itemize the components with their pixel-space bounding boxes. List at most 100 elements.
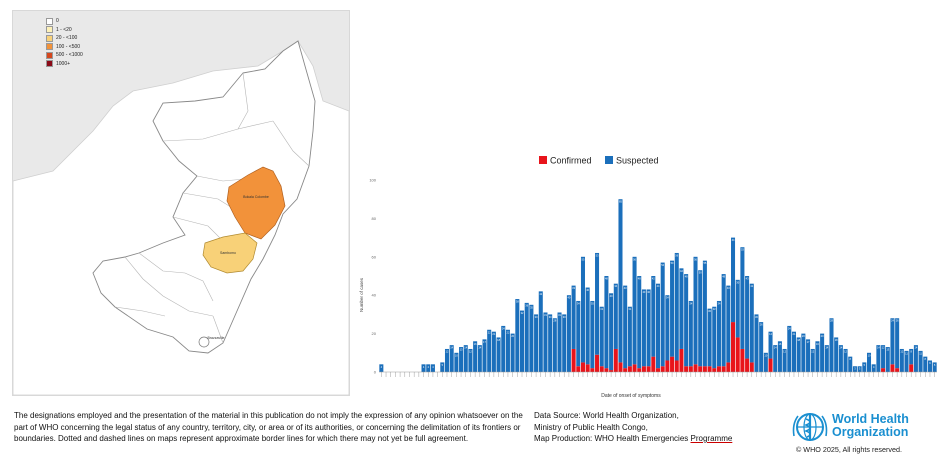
bar-data-label: 18 [835,338,838,342]
y-tick-label: 0 [374,370,377,375]
bar-suspected [552,318,557,372]
bar-suspected [745,276,750,359]
bar-data-label: 40 [642,290,645,294]
bar-suspected [454,352,459,372]
bar-suspected [379,364,384,372]
bar-data-label: 12 [900,349,903,353]
legend-swatch [46,17,53,25]
bar-suspected [637,276,642,369]
bar-data-label: 8 [850,357,852,361]
legend-swatch [46,60,53,68]
bar-data-label: 20 [802,334,805,338]
bar-data-label: 12 [844,349,847,353]
bar-confirmed [679,348,684,372]
bar-suspected [684,274,689,367]
bar-suspected [473,341,478,372]
bar-data-label: 8 [910,349,912,353]
bar-suspected [449,345,454,372]
bar-suspected [477,345,482,372]
bar-data-label: 17 [807,340,810,344]
bar-suspected [679,268,684,349]
bar-confirmed [670,356,675,372]
bar-confirmed [726,362,731,372]
bar-data-label: 50 [699,271,702,275]
bar-data-label: 50 [671,261,674,265]
bar-data-label: 5 [864,363,866,367]
bar-suspected [534,314,539,372]
legend-item: 500 - <1000 [46,51,83,60]
bar-data-label: 6 [929,361,931,365]
bar-confirmed [731,322,736,372]
bar-data-label: 28 [830,319,833,323]
congo-country-outline [92,40,316,354]
bar-suspected [721,274,726,367]
bar-suspected [712,306,717,369]
who-brand-line: World Health [832,412,909,426]
bar-suspected [440,362,445,372]
bar-suspected [768,331,773,359]
bar-confirmed [702,366,707,372]
bar-suspected [641,289,646,367]
bar-data-label: 30 [736,280,739,284]
bar-data-label: 53 [596,253,599,257]
y-axis-label: Number of cases [359,277,364,312]
bar-data-label: 43 [746,277,749,281]
bar-data-label: 44 [657,284,660,288]
bar-suspected [740,247,745,349]
who-emblem-icon [792,413,828,441]
bar-suspected [468,348,473,372]
bar-data-label: 20 [821,334,824,338]
bar-data-label: 42 [680,269,683,273]
bar-suspected [627,306,632,367]
bar-data-label: 38 [516,300,519,304]
bar-data-label: 22 [488,330,491,334]
bar-data-label: 48 [605,277,608,281]
map-legend: 0 1 - <20 20 - <100 100 - <500 500 - <10… [46,17,83,68]
bar-suspected [548,314,553,372]
bar-suspected [501,325,506,372]
bar-suspected [716,300,721,367]
legend-swatch [46,26,53,34]
bar-suspected [895,318,900,369]
legend-label: 1 - <20 [56,26,72,33]
bar-suspected [763,352,768,372]
bar-suspected [876,345,881,372]
bar-data-label: 14 [769,332,772,336]
bar-data-label: 3 [854,367,856,371]
bar-suspected [866,352,872,372]
bar-confirmed [590,368,595,372]
bar-data-label: 40 [567,296,570,300]
bar-confirmed [693,364,698,372]
bar-data-label: 14 [450,346,453,350]
bar-confirmed [618,362,623,372]
bar-data-label: 42 [539,292,542,296]
bar-data-label: 44 [732,238,735,242]
bar-suspected [595,252,600,355]
bar-suspected [824,345,829,372]
bar-data-label: 34 [666,296,669,300]
bar-confirmed [665,360,670,372]
bar-suspected [834,337,839,372]
bar-data-label: 13 [460,348,463,352]
bar-suspected [782,348,787,372]
legend-swatch [46,51,53,59]
bar-confirmed [655,368,661,372]
bar-confirmed [585,364,590,372]
bar-data-label: 12 [811,349,814,353]
map-panel: 0 1 - <20 20 - <100 100 - <500 500 - <10… [12,10,350,396]
bar-data-label: 12 [469,349,472,353]
bar-suspected [702,260,707,367]
bar-data-label: 18 [497,338,500,342]
bar-data-label: 5 [442,363,444,367]
bar-suspected [881,345,886,369]
bar-suspected [562,314,567,372]
bar-suspected [791,331,796,372]
bar-suspected [773,345,778,372]
bar-data-label: 55 [582,257,585,261]
legend-label: 0 [56,18,59,25]
bar-suspected [529,304,534,372]
y-tick-label: 20 [372,331,377,336]
bar-suspected [618,199,623,363]
bar-data-label: 16 [778,342,781,346]
legend-item: 1 - <20 [46,26,83,35]
